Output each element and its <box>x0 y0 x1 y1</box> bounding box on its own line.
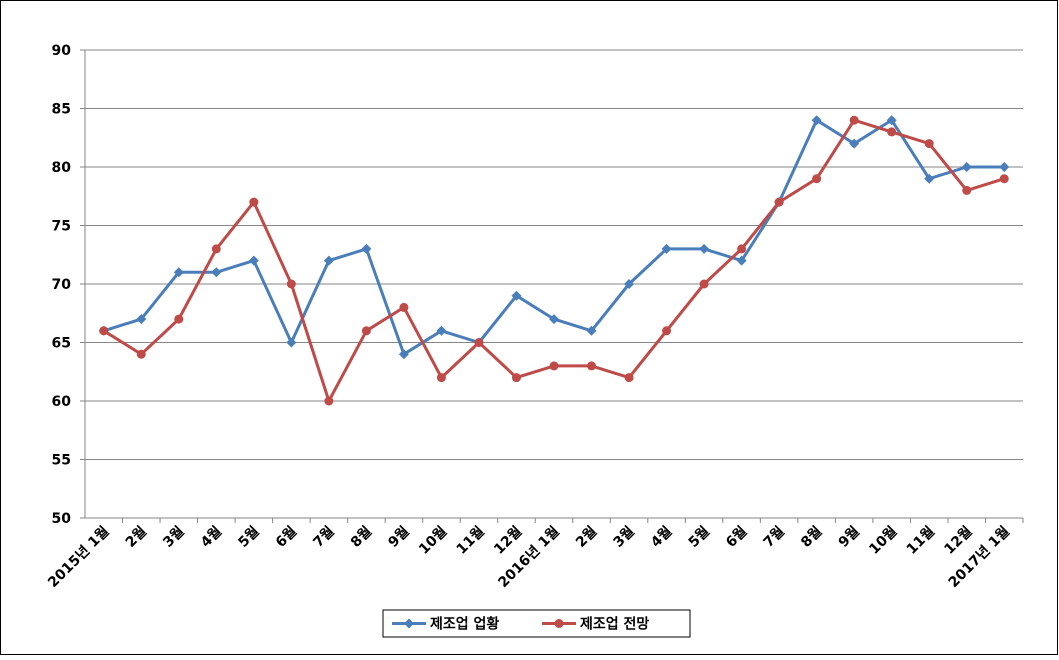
marker <box>924 139 934 149</box>
marker <box>961 162 972 172</box>
y-tick-label: 55 <box>52 453 71 469</box>
marker <box>549 314 559 325</box>
marker <box>248 255 259 266</box>
marker <box>136 349 146 359</box>
marker <box>699 243 710 254</box>
marker <box>886 115 897 126</box>
marker <box>436 373 446 383</box>
marker <box>549 361 559 371</box>
marker <box>136 314 147 325</box>
marker <box>474 338 484 347</box>
marker <box>774 197 784 207</box>
marker <box>624 279 635 289</box>
marker <box>812 174 822 184</box>
marker <box>398 349 409 360</box>
marker <box>286 279 296 289</box>
y-tick-label: 90 <box>52 43 72 59</box>
marker <box>211 267 222 278</box>
marker <box>849 115 859 125</box>
marker <box>587 361 597 371</box>
marker <box>511 373 521 383</box>
y-tick-label: 60 <box>52 394 72 410</box>
y-tick-label: 65 <box>52 336 71 352</box>
marker <box>361 326 371 336</box>
marker <box>323 255 334 266</box>
marker <box>736 255 747 266</box>
legend-label: 제조업 전망 <box>580 616 649 633</box>
legend: 제조업 업황 제조업 전망 <box>382 609 691 638</box>
marker <box>699 279 709 289</box>
marker <box>999 162 1010 172</box>
marker <box>554 619 564 628</box>
marker <box>286 337 297 348</box>
y-tick-label: 50 <box>52 511 72 527</box>
marker <box>661 243 672 254</box>
marker <box>436 325 447 336</box>
marker <box>624 373 634 383</box>
y-tick-label: 70 <box>52 277 72 293</box>
marker <box>962 185 972 195</box>
marker <box>811 115 822 126</box>
marker <box>924 173 935 184</box>
legend-label: 제조업 업황 <box>430 616 499 633</box>
marker <box>361 243 372 254</box>
marker <box>662 326 672 336</box>
y-tick-label: 85 <box>52 102 71 118</box>
marker <box>404 618 414 629</box>
marker <box>324 396 334 406</box>
y-tick-label: 75 <box>52 219 71 235</box>
marker <box>999 174 1009 184</box>
marker <box>399 302 409 312</box>
marker <box>173 267 184 278</box>
marker <box>511 290 522 301</box>
marker <box>174 314 184 324</box>
marker <box>211 244 221 254</box>
marker <box>586 325 597 336</box>
marker <box>99 326 109 336</box>
legend-box <box>382 609 691 638</box>
marker <box>249 197 259 207</box>
marker <box>849 138 860 149</box>
marker <box>887 127 897 137</box>
y-tick-label: 80 <box>52 160 72 176</box>
marker <box>737 244 747 254</box>
